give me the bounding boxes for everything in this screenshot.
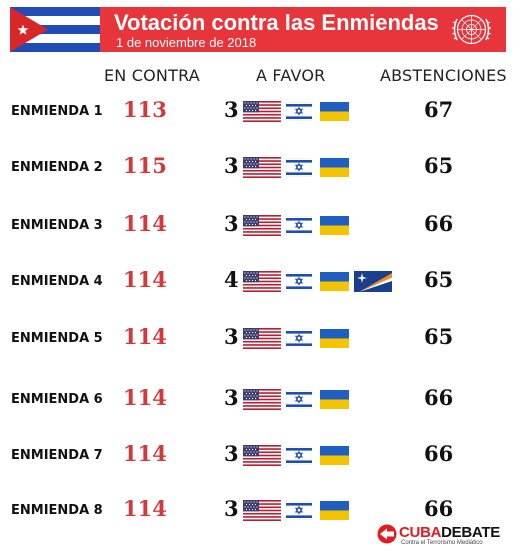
abstentions-value: 65 <box>424 267 454 292</box>
table-row: ENMIENDA 7 114 3 66 <box>0 438 520 478</box>
table-row: ENMIENDA 4 114 4 65 <box>0 264 520 304</box>
israel-flag-icon <box>286 158 312 177</box>
against-value: 114 <box>123 385 167 410</box>
united-nations-emblem-icon <box>452 14 491 45</box>
for-value: 3 <box>224 496 239 521</box>
for-value: 4 <box>224 267 239 292</box>
cubadebate-logo: CUBADEBATE Contra el Terrorismo Mediátic… <box>377 523 517 549</box>
abstentions-value: 66 <box>424 496 454 521</box>
israel-flag-icon <box>286 329 312 348</box>
against-value: 114 <box>123 211 167 236</box>
ukraine-flag-icon <box>320 501 349 520</box>
ukraine-flag-icon <box>320 158 349 177</box>
column-header-against: EN CONTRA <box>104 66 200 85</box>
united-states-flag-icon <box>243 445 281 466</box>
row-label: ENMIENDA 2 <box>11 160 103 175</box>
israel-flag-icon <box>286 390 312 409</box>
abstentions-value: 67 <box>424 97 454 122</box>
against-value: 115 <box>123 153 167 178</box>
abstentions-value: 65 <box>424 153 454 178</box>
row-label: ENMIENDA 1 <box>11 104 103 119</box>
table-row: ENMIENDA 3 114 3 66 <box>0 208 520 248</box>
cuba-flag-icon <box>10 7 100 52</box>
table-row: ENMIENDA 1 113 3 67 <box>0 94 520 134</box>
israel-flag-icon <box>286 446 312 465</box>
column-header-for: A FAVOR <box>256 66 326 85</box>
united-states-flag-icon <box>243 157 281 178</box>
ukraine-flag-icon <box>320 446 349 465</box>
for-value: 3 <box>224 153 239 178</box>
row-label: ENMIENDA 5 <box>11 331 103 346</box>
united-states-flag-icon <box>243 328 281 349</box>
united-states-flag-icon <box>243 215 281 236</box>
cubadebate-logo-icon <box>377 524 397 544</box>
row-label: ENMIENDA 8 <box>11 503 103 518</box>
united-states-flag-icon <box>243 271 281 292</box>
for-value: 3 <box>224 441 239 466</box>
row-label: ENMIENDA 4 <box>11 274 103 289</box>
abstentions-value: 66 <box>424 385 454 410</box>
israel-flag-icon <box>286 216 312 235</box>
ukraine-flag-icon <box>320 390 349 409</box>
row-label: ENMIENDA 6 <box>11 392 103 407</box>
page-title: Votación contra las Enmiendas <box>114 10 439 35</box>
table-row: ENMIENDA 5 114 3 65 <box>0 321 520 361</box>
against-value: 114 <box>123 496 167 521</box>
row-label: ENMIENDA 7 <box>11 448 103 463</box>
header-banner: Votación contra las Enmiendas 1 de novie… <box>10 7 506 52</box>
logo-wordmark: CUBADEBATE <box>399 524 500 541</box>
table-row: ENMIENDA 6 114 3 66 <box>0 382 520 422</box>
against-value: 114 <box>123 324 167 349</box>
ukraine-flag-icon <box>320 102 349 121</box>
for-value: 3 <box>224 97 239 122</box>
page-date: 1 de noviembre de 2018 <box>116 35 257 50</box>
for-value: 3 <box>224 385 239 410</box>
ukraine-flag-icon <box>320 272 349 291</box>
ukraine-flag-icon <box>320 329 349 348</box>
row-label: ENMIENDA 3 <box>11 218 103 233</box>
united-states-flag-icon <box>243 101 281 122</box>
against-value: 113 <box>123 97 167 122</box>
logo-tagline: Contra el Terrorismo Mediático <box>401 540 483 546</box>
israel-flag-icon <box>286 102 312 121</box>
abstentions-value: 65 <box>424 324 454 349</box>
ukraine-flag-icon <box>320 216 349 235</box>
united-states-flag-icon <box>243 389 281 410</box>
table-row: ENMIENDA 8 114 3 66 <box>0 493 520 533</box>
israel-flag-icon <box>286 272 312 291</box>
against-value: 114 <box>123 267 167 292</box>
column-header-abstentions: ABSTENCIONES <box>380 66 507 85</box>
israel-flag-icon <box>286 501 312 520</box>
abstentions-value: 66 <box>424 211 454 236</box>
for-value: 3 <box>224 211 239 236</box>
table-row: ENMIENDA 2 115 3 65 <box>0 150 520 190</box>
for-value: 3 <box>224 324 239 349</box>
united-states-flag-icon <box>243 500 281 521</box>
marshall-islands-flag-icon <box>354 271 392 292</box>
abstentions-value: 66 <box>424 441 454 466</box>
against-value: 114 <box>123 441 167 466</box>
